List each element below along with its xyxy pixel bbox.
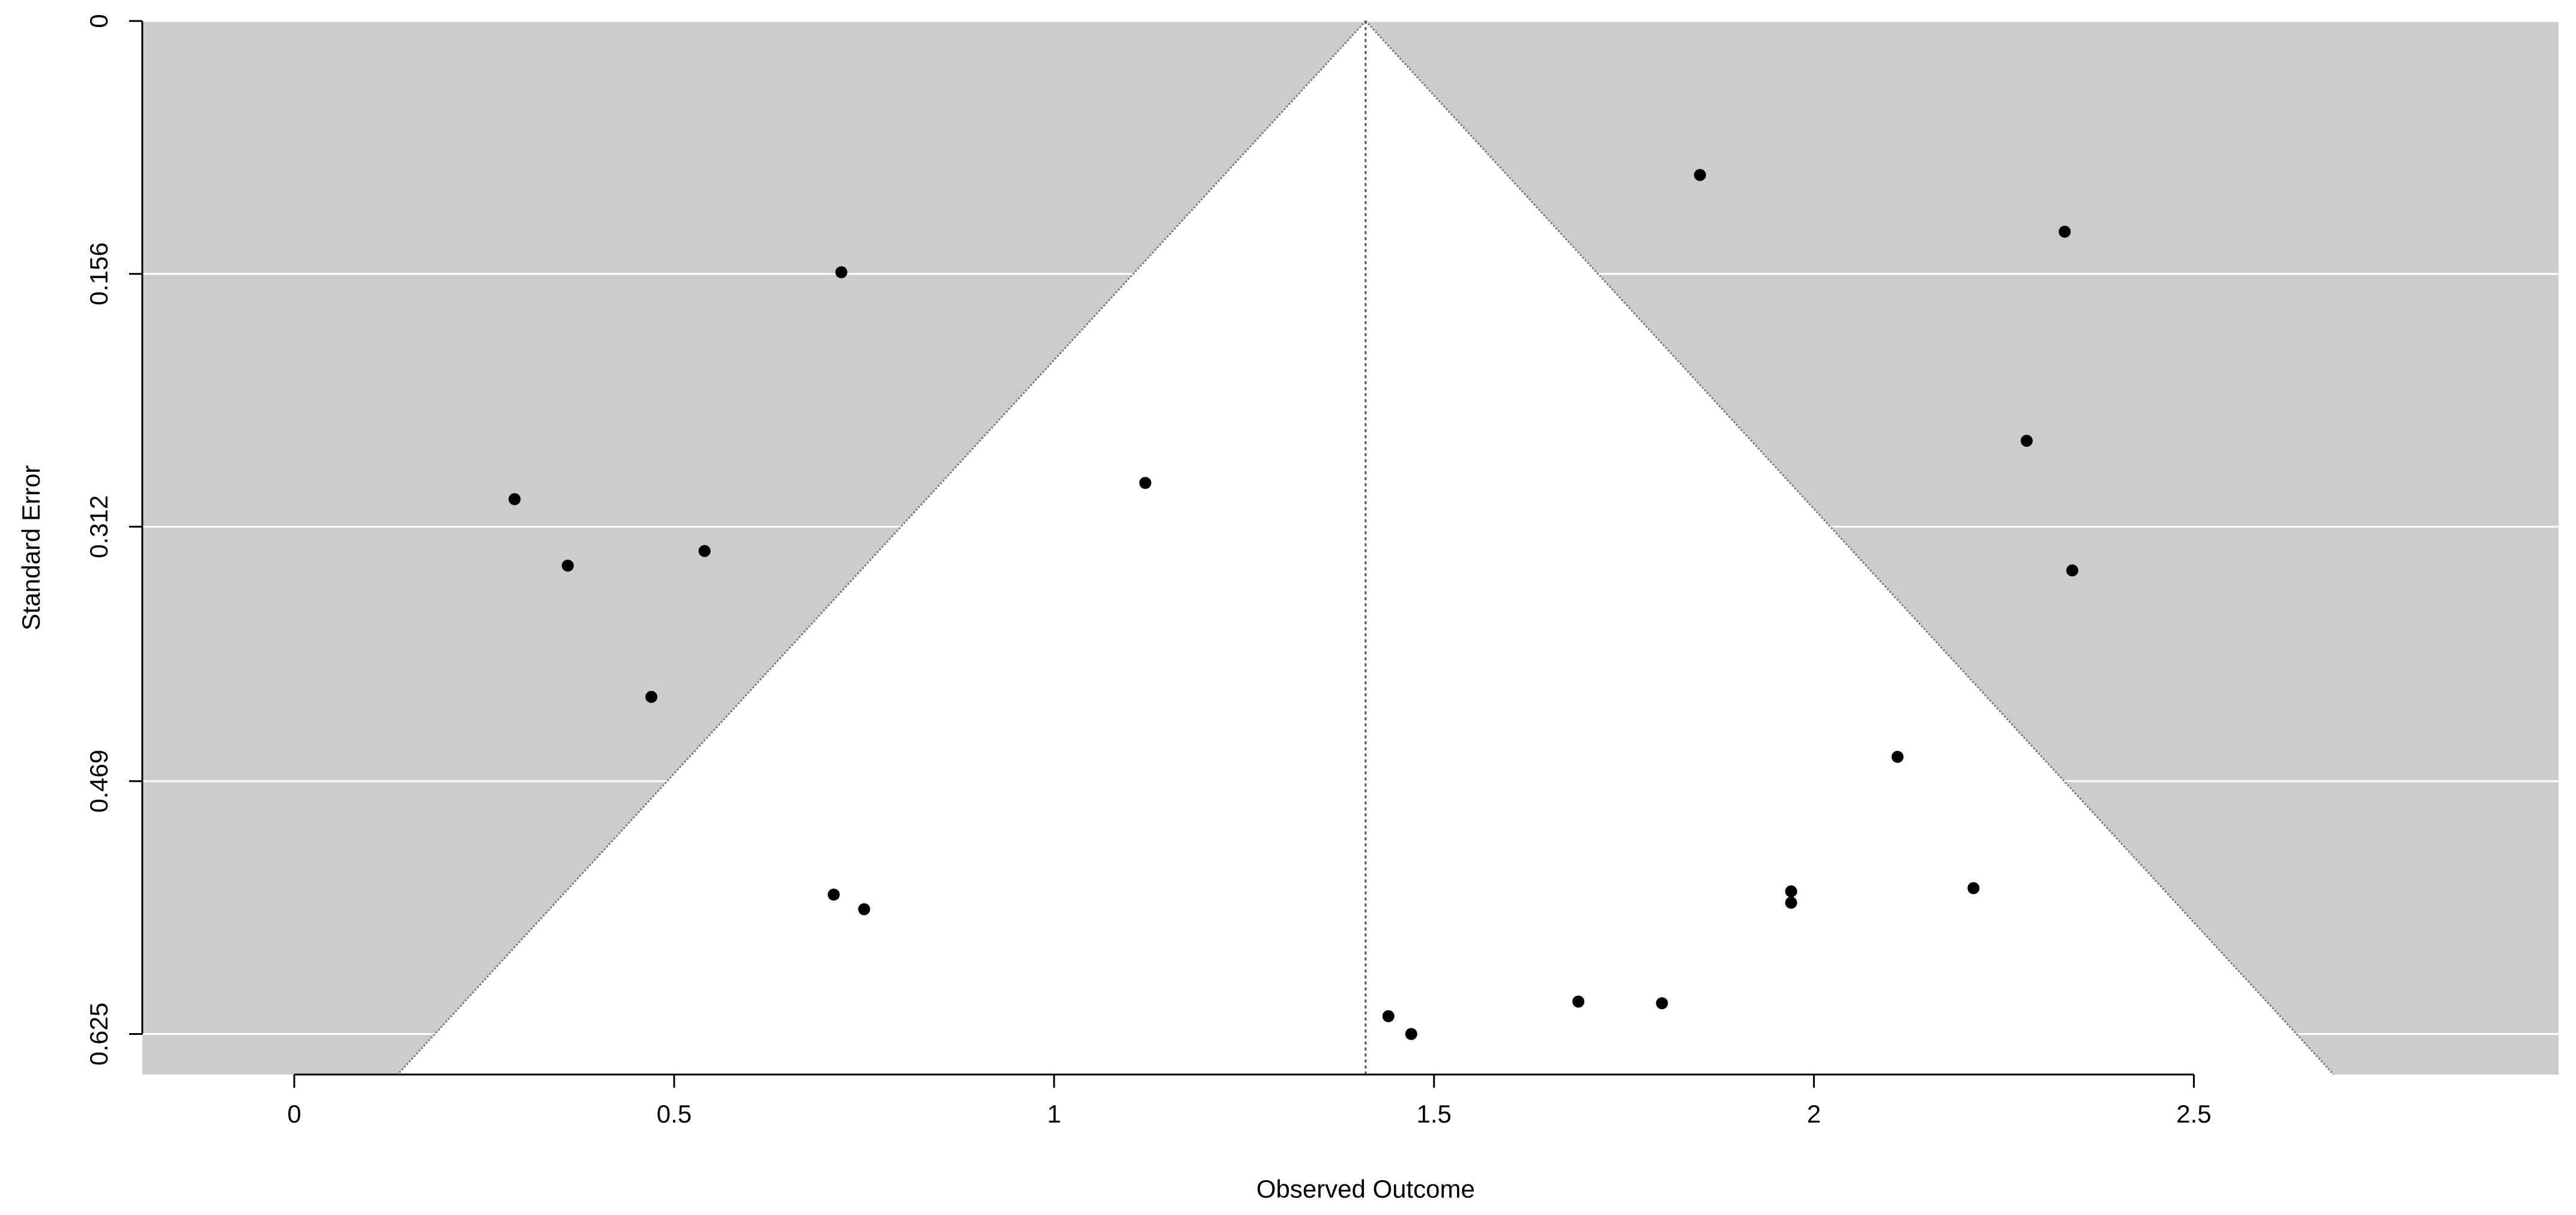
data-point-11 [1656,997,1668,1010]
y-tick-label-3: 0.469 [85,750,113,813]
data-point-4 [835,266,848,279]
y-tick-label-0: 0 [85,14,113,28]
data-point-16 [1967,882,1980,894]
data-point-13 [1785,885,1797,897]
funnel-region [397,21,2334,1075]
data-point-6 [827,888,840,901]
y-axis-title: Standard Error [17,465,45,630]
x-tick-label-1: 0.5 [657,1100,692,1128]
data-point-9 [1405,1028,1417,1040]
x-tick-label-3: 1.5 [1417,1100,1452,1128]
data-point-3 [645,690,658,703]
data-point-2 [698,544,711,557]
funnel-edge-right [1365,20,2335,1076]
data-point-15 [1891,750,1904,763]
data-point-18 [2059,226,2071,238]
y-axis-ticks: 0 0.156 0.312 0.469 0.625 [85,14,142,1066]
data-point-0 [508,493,521,505]
y-tick-label-1: 0.156 [85,243,113,306]
x-axis-ticks: 0 0.5 1 1.5 2 2.5 [287,1075,2212,1128]
data-point-17 [2020,435,2033,447]
data-point-7 [858,903,870,915]
x-axis-title: Observed Outcome [1256,1175,1475,1203]
gridlines [142,20,2559,1035]
data-point-14 [1785,896,1797,909]
data-point-12 [1694,169,1706,181]
x-tick-label-0: 0 [287,1100,301,1128]
data-point-10 [1572,995,1585,1008]
x-tick-label-5: 2.5 [2176,1100,2211,1128]
funnel-edge-left [397,20,1366,1076]
x-tick-label-4: 2 [1807,1100,1821,1128]
data-point-1 [561,559,574,572]
y-tick-label-4: 0.625 [85,1002,113,1066]
data-points [508,169,2078,1040]
x-tick-label-2: 1 [1047,1100,1061,1128]
data-point-8 [1382,1010,1395,1022]
data-point-19 [2066,564,2078,577]
y-tick-label-2: 0.312 [85,495,113,558]
data-point-5 [1139,477,1151,489]
